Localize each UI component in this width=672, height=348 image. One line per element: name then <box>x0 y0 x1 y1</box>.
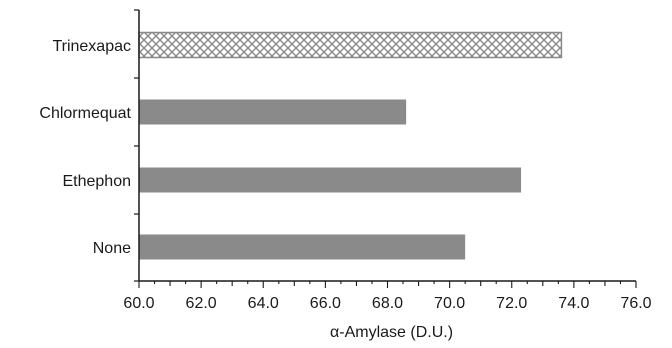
x-tick-label: 76.0 <box>620 295 651 312</box>
bar-chlormequat <box>139 99 407 125</box>
category-labels: Trinexapac Chlormequat Ethephon None <box>39 38 131 257</box>
bars-group <box>138 31 563 260</box>
x-ticks-group: 60.0 62.0 64.0 66.0 68.0 70.0 72.0 74.0 76.0 <box>123 281 652 312</box>
x-tick-label: 62.0 <box>186 295 217 312</box>
x-tick-label: 64.0 <box>248 295 279 312</box>
bar-trinexapac <box>138 31 563 59</box>
x-axis-title: α-Amylase (D.U.) <box>330 324 453 341</box>
x-tick-label: 74.0 <box>558 295 589 312</box>
bar-ethephon <box>139 167 522 193</box>
category-label: None <box>93 240 131 257</box>
category-label: Ethephon <box>62 173 131 190</box>
category-label: Chlormequat <box>39 105 131 122</box>
category-label: Trinexapac <box>52 38 131 55</box>
x-tick-label: 68.0 <box>372 295 403 312</box>
x-tick-label: 72.0 <box>496 295 527 312</box>
x-tick-label: 60.0 <box>123 295 154 312</box>
x-tick-label: 70.0 <box>434 295 465 312</box>
x-tick-label: 66.0 <box>310 295 341 312</box>
bar-none <box>139 234 466 260</box>
